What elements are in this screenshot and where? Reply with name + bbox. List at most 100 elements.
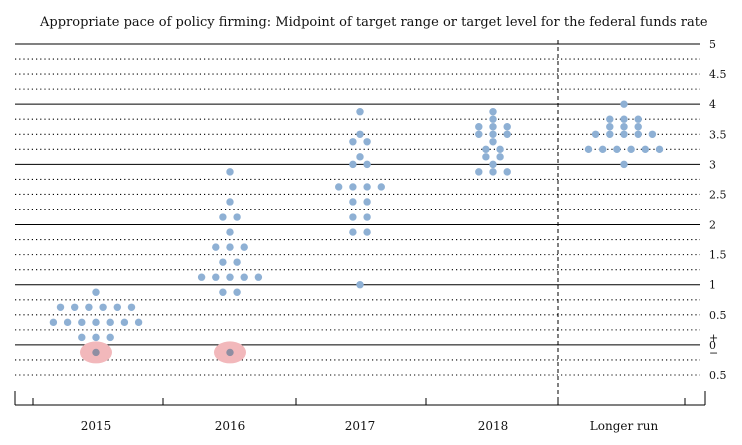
dot: [134, 318, 143, 327]
dot: [613, 145, 621, 154]
dot: [92, 348, 100, 357]
dot: [56, 303, 65, 311]
dot: [482, 145, 490, 154]
dot: [106, 333, 114, 342]
y-tick-label: 0: [709, 339, 716, 352]
dot: [254, 273, 263, 281]
dot: [113, 303, 122, 311]
dot: [641, 145, 649, 154]
dot: [71, 303, 79, 311]
dot: [219, 213, 227, 221]
dot: [606, 123, 614, 131]
y-tick-label: 2: [709, 219, 716, 232]
dot: [503, 168, 511, 176]
dot: [197, 273, 206, 281]
dot: [212, 273, 220, 281]
dot: [240, 273, 248, 281]
dot: [99, 303, 107, 311]
y-tick-label: 1: [709, 279, 716, 292]
dot: [475, 123, 483, 131]
dot: [349, 213, 357, 221]
dot: [634, 123, 642, 131]
y-tick-label: 4.5: [709, 68, 727, 81]
dot: [648, 130, 657, 138]
dot: [233, 288, 241, 296]
dot: [496, 145, 504, 154]
dot: [349, 228, 357, 236]
dot: [356, 130, 364, 138]
dot: [92, 333, 100, 342]
dot: [363, 198, 371, 206]
dot: [219, 288, 227, 296]
dot: [377, 183, 385, 191]
dot: [85, 303, 93, 311]
dot: [120, 318, 129, 327]
dot: [349, 198, 357, 206]
dot: [503, 123, 511, 131]
dot: [226, 198, 234, 206]
dot: [489, 108, 497, 116]
x-category-label: 2015: [81, 419, 112, 433]
dot: [606, 115, 614, 123]
dot: [356, 153, 364, 161]
dot: [620, 130, 628, 138]
dot: [226, 168, 234, 176]
dot: [49, 318, 58, 327]
dot: [233, 213, 241, 221]
dot: [240, 243, 248, 251]
dot: [475, 168, 483, 176]
dot: [627, 145, 635, 154]
dot: [489, 160, 497, 169]
y-tick-labels: 5 4.5 4 3.5 3 2.5 2 1.5 1 0.5 +0− 0.5: [709, 38, 727, 382]
y-tick-label: +: [709, 331, 718, 344]
dot: [63, 318, 72, 327]
dot: [349, 183, 357, 191]
dot: [475, 130, 483, 138]
dot: [503, 130, 511, 138]
dot: [219, 258, 227, 266]
dot: [78, 318, 86, 327]
y-tick-label: 0.5: [709, 309, 727, 322]
dot: [349, 138, 357, 146]
dot: [489, 168, 497, 176]
dots: [49, 100, 664, 357]
dot: [634, 130, 642, 138]
dot: [606, 130, 614, 138]
dot: [356, 281, 364, 289]
dot: [363, 138, 371, 146]
chart-title: Appropriate pace of policy firming: Midp…: [39, 15, 708, 30]
dot: [489, 130, 497, 138]
dot: [634, 115, 642, 123]
y-tick-label: 4: [709, 98, 716, 111]
dot: [363, 213, 371, 221]
dot: [363, 183, 371, 191]
dot: [106, 318, 114, 327]
dot: [620, 123, 628, 131]
dot: [620, 160, 628, 169]
x-category-label: 2017: [345, 419, 376, 433]
dot: [92, 288, 100, 296]
y-tick-label: 5: [709, 38, 716, 51]
dot: [482, 153, 490, 161]
dot: [655, 145, 664, 154]
dot: [599, 145, 607, 154]
y-tick-label: 1.5: [709, 249, 727, 262]
y-tick-label: 3.5: [709, 128, 727, 141]
dot: [363, 160, 371, 169]
x-category-label: 2016: [215, 419, 246, 433]
axes: [14, 40, 706, 406]
dot: [226, 273, 234, 281]
dot: [226, 243, 234, 251]
dot: [363, 228, 371, 236]
dot: [226, 348, 234, 357]
dot: [584, 145, 593, 154]
y-tick-label: 0.5: [709, 369, 727, 382]
dot: [489, 123, 497, 131]
x-tick-labels: 2015 2016 2017 2018 Longer run: [81, 419, 659, 433]
y-tick-label: 3: [709, 158, 716, 171]
x-category-label: Longer run: [590, 419, 659, 433]
x-category-label: 2018: [478, 419, 509, 433]
dot: [78, 333, 86, 342]
dot: [349, 160, 357, 169]
